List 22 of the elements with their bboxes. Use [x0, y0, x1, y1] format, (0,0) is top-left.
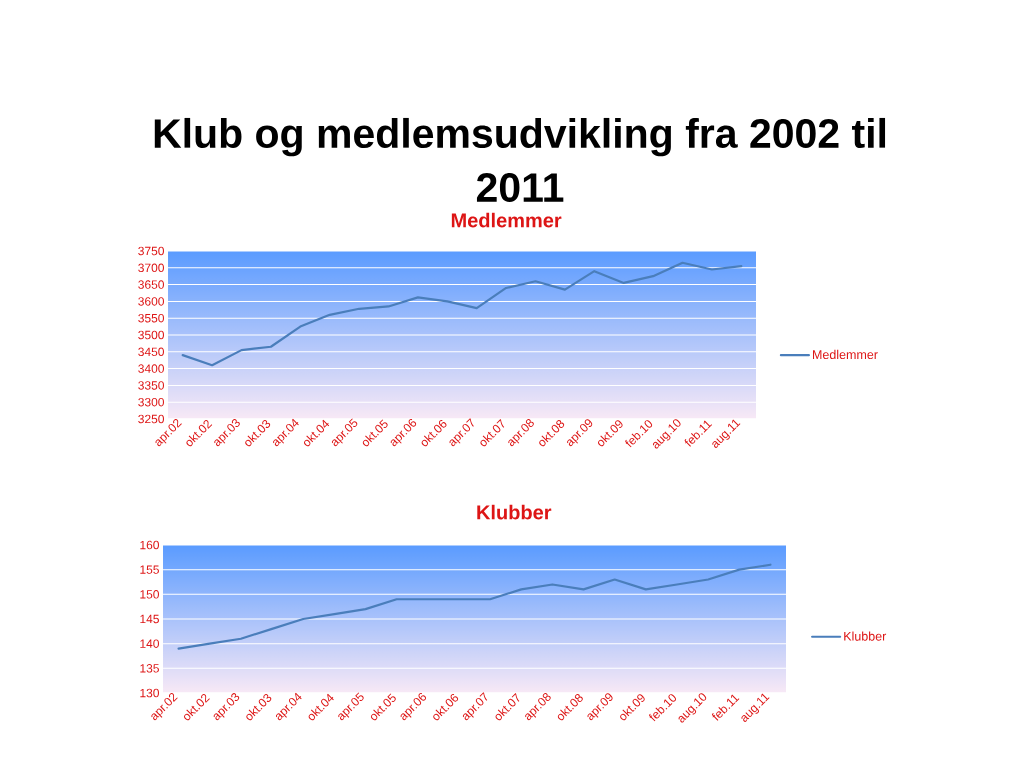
y-tick-label: 3550 [138, 313, 164, 323]
y-tick-label: 3350 [138, 381, 164, 390]
y-tick-label: 140 [140, 639, 159, 648]
y-tick-label: 145 [140, 614, 159, 624]
y-tick-label: 3400 [138, 364, 164, 373]
y-tick-label: 160 [140, 540, 159, 550]
y-tick-label: 3700 [138, 263, 164, 273]
legend-label: Medlemmer [813, 349, 878, 360]
y-tick-label: 3750 [138, 246, 164, 256]
y-tick-label: 155 [140, 565, 159, 574]
y-tick-label: 3650 [138, 280, 164, 289]
chart-title: Medlemmer [451, 212, 562, 228]
y-tick-label: 135 [140, 664, 159, 673]
text: Klub og medlemsudvikling fra 2002 til 2011 [154, 117, 886, 203]
chart-title: Klubber [477, 504, 552, 520]
line-series [181, 261, 743, 367]
y-tick-label: 150 [140, 590, 159, 599]
legend-label: Klubber [844, 631, 887, 641]
y-tick-label: 3500 [138, 330, 164, 340]
y-tick-label: 3300 [138, 397, 164, 407]
y-tick-label: 3450 [138, 347, 164, 357]
y-tick-label: 3600 [138, 297, 164, 306]
